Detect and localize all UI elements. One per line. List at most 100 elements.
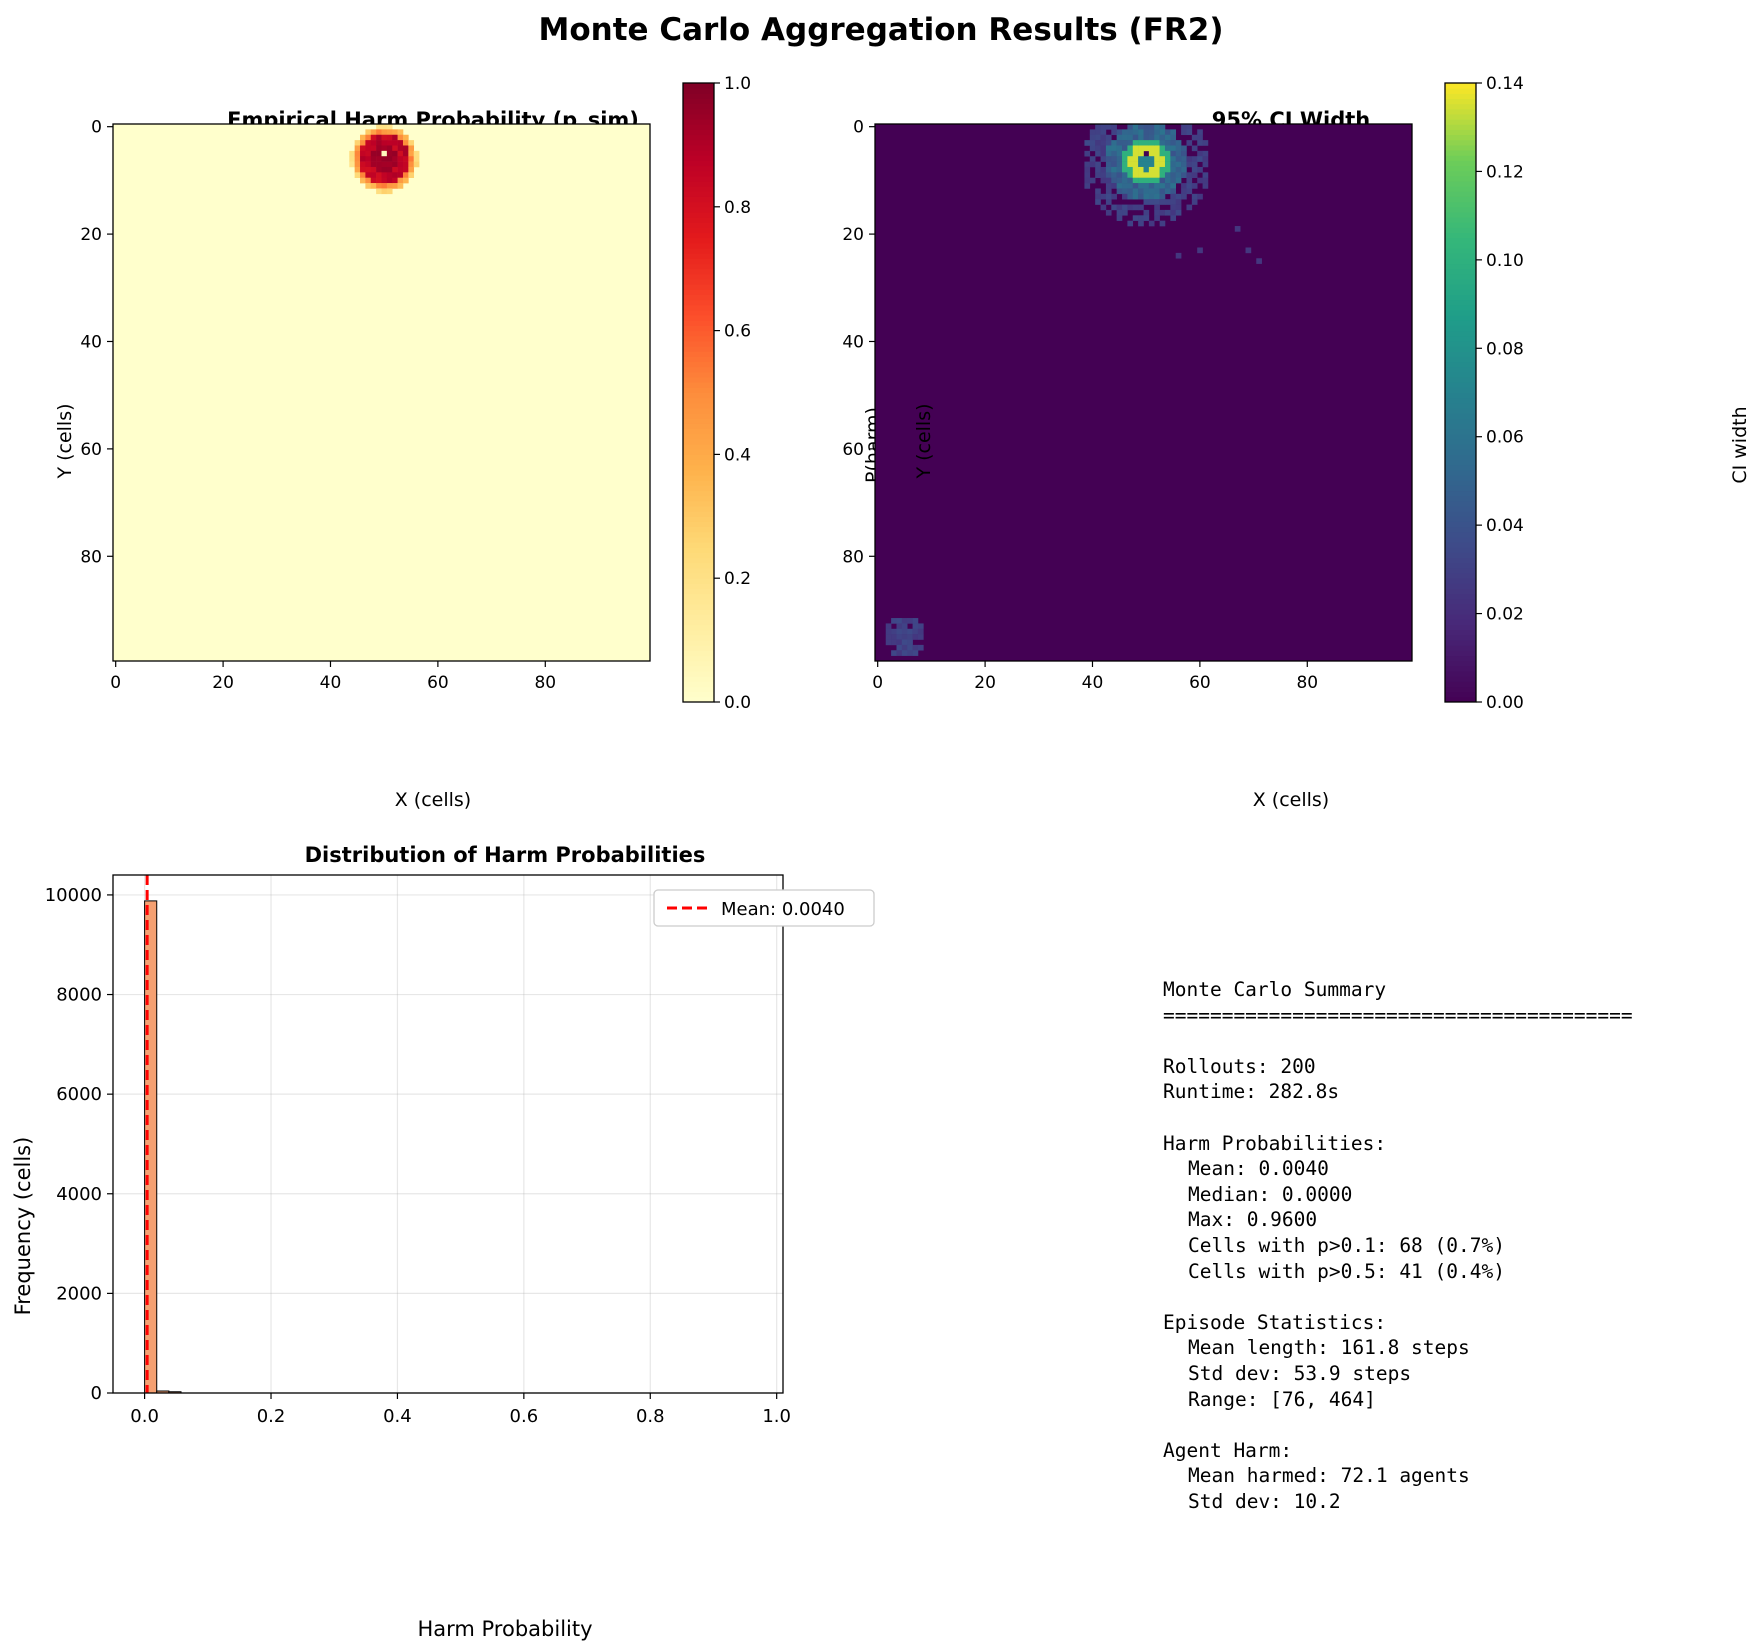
heatmap-cell: [402, 172, 409, 178]
heatmap-cell: [1170, 193, 1177, 200]
heatmap-cell: [885, 639, 892, 646]
heatmap-cell: [907, 644, 913, 651]
x-tick-label: 0: [110, 673, 121, 693]
y-tick-label: 40: [842, 332, 864, 352]
heatmap-cell: [1132, 183, 1139, 189]
colorbar-segment: [1445, 93, 1476, 99]
colorbar-segment: [1445, 542, 1476, 548]
heatmap-cell: [901, 628, 908, 635]
heatmap-cell: [1164, 166, 1171, 173]
colorbar-segment: [1445, 459, 1476, 466]
colorbar-segment: [683, 578, 714, 584]
summary-line: [1163, 1412, 1633, 1438]
colorbar-segment: [1445, 413, 1476, 419]
heatmap-cell: [349, 156, 355, 162]
colorbar-segment: [1445, 309, 1476, 316]
heatmap-cell: [1127, 183, 1134, 189]
colorbar-segment: [1445, 578, 1476, 584]
colorbar-segment: [1445, 428, 1476, 435]
heatmap-cell: [370, 161, 377, 168]
colorbar-segment: [683, 263, 714, 270]
heatmap-cell: [1100, 124, 1107, 130]
heatmap-cell: [1084, 150, 1091, 157]
heatmap-cell: [907, 639, 913, 646]
heatmap-cell: [907, 634, 913, 640]
heatmap-cell: [1143, 193, 1150, 200]
colorbar-segment: [1445, 294, 1476, 301]
heatmap-cell: [1159, 177, 1166, 184]
heatmap-cell: [1191, 145, 1198, 152]
colorbar-segment: [1445, 201, 1476, 208]
heatmap-cell: [1105, 193, 1112, 200]
heatmap-cell: [1138, 129, 1144, 136]
heatmap-cell: [1186, 204, 1193, 211]
colorbar-segment: [1445, 511, 1476, 517]
heatmap-cell: [885, 628, 892, 635]
colorbar-segment: [683, 428, 714, 435]
heatmap-cell: [365, 140, 372, 146]
colorbar-segment: [683, 237, 714, 244]
heatmap-cell: [1181, 156, 1187, 162]
histogram-ylabel: Frequency (cells): [11, 1137, 35, 1316]
heatmap-cell: [1191, 199, 1198, 205]
heatmap-cell: [376, 150, 382, 157]
heatmap-cell: [386, 145, 393, 152]
y-tick-label: 80: [842, 547, 864, 567]
colorbar-tick-label: 0.08: [1486, 339, 1524, 359]
colorbar-segment: [683, 552, 714, 559]
heatmap-cell: [1154, 150, 1160, 157]
heatmap-cell: [1138, 166, 1144, 173]
heatmap-cell: [1132, 145, 1139, 152]
heatmap-cell: [1100, 193, 1107, 200]
heatmap-cell: [1175, 161, 1182, 168]
heatmap-cell: [891, 634, 897, 640]
colorbar2-label: CI width: [1729, 406, 1751, 483]
heatmap-cell: [402, 166, 409, 173]
heatmap-cell: [1154, 188, 1160, 195]
colorbar-tick-label: 0.06: [1486, 428, 1524, 448]
heatmap-cell: [1148, 188, 1155, 195]
colorbar-segment: [1445, 423, 1476, 430]
colorbar-segment: [683, 175, 714, 182]
colorbar-segment: [683, 609, 714, 615]
heatmap-cell: [1175, 140, 1182, 146]
heatmap1-xlabel: X (cells): [395, 789, 471, 811]
summary-line: Runtime: 282.8s: [1163, 1080, 1340, 1104]
colorbar-segment: [683, 696, 714, 703]
x-tick-label: 1.0: [762, 1406, 791, 1427]
heatmap-cell: [1095, 145, 1101, 152]
colorbar-segment: [1445, 263, 1476, 270]
x-tick-label: 0.8: [636, 1406, 665, 1427]
colorbar-segment: [683, 201, 714, 208]
colorbar-segment: [1445, 444, 1476, 450]
heatmap-cell: [1138, 215, 1144, 221]
colorbar-segment: [683, 83, 714, 89]
heatmap-cell: [907, 628, 913, 635]
heatmap-cell: [1122, 209, 1128, 216]
heatmap-cell: [1116, 129, 1123, 136]
heatmap1-ylabel: Y (cells): [54, 403, 76, 479]
colorbar-segment: [1445, 469, 1476, 476]
heatmap-cell: [386, 166, 393, 173]
heatmap-cell: [1170, 150, 1177, 157]
heatmap-cell: [891, 618, 897, 624]
heatmap-cell: [917, 634, 924, 640]
heatmap-cell: [1111, 183, 1117, 189]
colorbar-segment: [1445, 356, 1476, 363]
colorbar-segment: [1445, 438, 1476, 445]
colorbar-segment: [683, 211, 714, 218]
heatmap-cell: [1127, 188, 1134, 195]
colorbar-segment: [1445, 640, 1476, 646]
heatmap-cell: [1127, 156, 1134, 162]
heatmap-cell: [1138, 140, 1144, 146]
heatmap-cell: [1159, 134, 1166, 141]
colorbar-segment: [683, 413, 714, 419]
colorbar-segment: [683, 500, 714, 507]
heatmap-cell: [1089, 129, 1096, 136]
heatmap-cell: [1095, 124, 1101, 130]
heatmap-cell: [370, 140, 377, 146]
colorbar-segment: [1445, 304, 1476, 311]
heatmap-cell: [1159, 188, 1166, 195]
heatmap-cell: [1111, 161, 1117, 168]
heatmap-cell: [402, 156, 409, 162]
